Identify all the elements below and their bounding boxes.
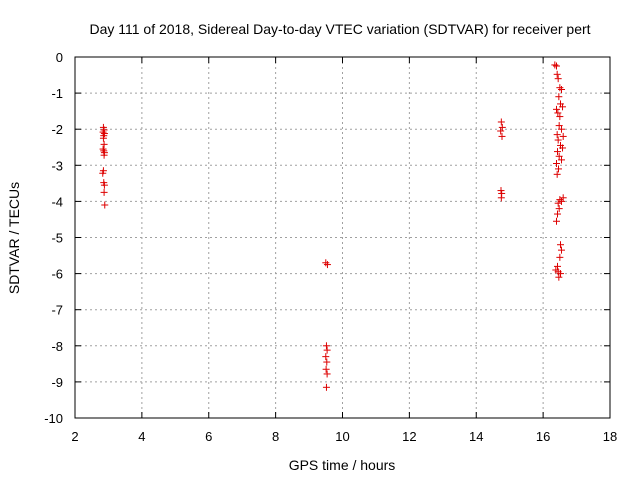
grid [75, 57, 610, 418]
data-point [101, 201, 109, 209]
y-tick-label: -3 [51, 158, 63, 173]
data-point [554, 148, 562, 156]
y-tick-label: -8 [51, 339, 63, 354]
x-tick-label: 12 [402, 429, 416, 444]
data-point [100, 140, 108, 148]
data-point [498, 132, 506, 140]
data-point [559, 103, 567, 111]
x-axis-label: GPS time / hours [289, 457, 396, 473]
data-point [497, 127, 505, 135]
data-point [554, 75, 562, 83]
data-point [554, 136, 562, 144]
chart-title: Day 111 of 2018, Sidereal Day-to-day VTE… [89, 21, 590, 37]
y-tick-label: -5 [51, 231, 63, 246]
y-tick-label: -10 [44, 411, 63, 426]
data-point [553, 62, 560, 70]
x-tick-label: 16 [536, 429, 550, 444]
data-point [100, 181, 108, 189]
data-point [553, 159, 560, 167]
y-tick-label: -7 [51, 303, 63, 318]
y-tick-label: -4 [51, 194, 63, 209]
data-point [551, 61, 559, 69]
y-tick-label: -9 [51, 375, 63, 390]
data-point [553, 217, 560, 225]
data-point [557, 241, 565, 249]
data-point [322, 353, 330, 361]
data-point [323, 358, 331, 366]
data-points [99, 61, 567, 391]
data-point [555, 93, 563, 101]
data-point [558, 125, 566, 133]
y-tick-label: -1 [51, 86, 63, 101]
data-point [555, 273, 563, 281]
data-point [556, 253, 564, 261]
x-tick-label: 10 [335, 429, 349, 444]
data-point [558, 197, 566, 205]
data-point [557, 270, 565, 278]
data-point [554, 210, 562, 218]
data-point [553, 105, 560, 113]
y-tick-label: -2 [51, 122, 63, 137]
axis-ticks: 2 4 6 8 10 12 14 16 18 0 -1 -2 -3 -4 -5 -6 -7 -8 -9 -10 [44, 50, 617, 444]
data-point [497, 187, 505, 195]
data-point [100, 151, 108, 159]
data-point [558, 246, 566, 254]
data-point [554, 109, 562, 117]
data-point [556, 113, 564, 121]
data-point [555, 205, 563, 213]
data-point [559, 144, 567, 152]
data-point [323, 370, 331, 378]
data-point [555, 122, 563, 130]
x-tick-label: 18 [603, 429, 617, 444]
data-point [553, 131, 561, 139]
x-tick-label: 8 [272, 429, 279, 444]
data-point [554, 262, 562, 270]
data-point [558, 85, 566, 93]
x-tick-label: 14 [469, 429, 483, 444]
data-point [323, 346, 331, 354]
data-point [322, 259, 330, 267]
data-point [322, 342, 330, 350]
data-point [99, 128, 107, 136]
data-point [555, 152, 563, 160]
data-point [553, 70, 561, 78]
y-tick-label: 0 [56, 50, 63, 65]
data-point [323, 261, 331, 269]
data-point [558, 156, 566, 164]
y-axis-label: SDTVAR / TECUs [6, 182, 22, 294]
data-point [497, 194, 505, 202]
y-tick-label: -6 [51, 267, 63, 282]
data-point [559, 194, 567, 202]
data-point [554, 199, 562, 207]
data-point [100, 188, 108, 196]
data-point [322, 383, 330, 391]
x-tick-label: 2 [71, 429, 78, 444]
data-point [556, 196, 564, 204]
data-point [555, 165, 563, 173]
x-tick-label: 6 [205, 429, 212, 444]
data-point [497, 118, 505, 126]
data-point [99, 169, 107, 177]
data-point [99, 134, 107, 142]
data-point [559, 132, 567, 140]
data-point [498, 123, 506, 131]
data-point [556, 84, 564, 92]
data-point [99, 145, 107, 153]
x-tick-label: 4 [138, 429, 145, 444]
data-point [553, 170, 561, 178]
data-point [322, 365, 330, 373]
